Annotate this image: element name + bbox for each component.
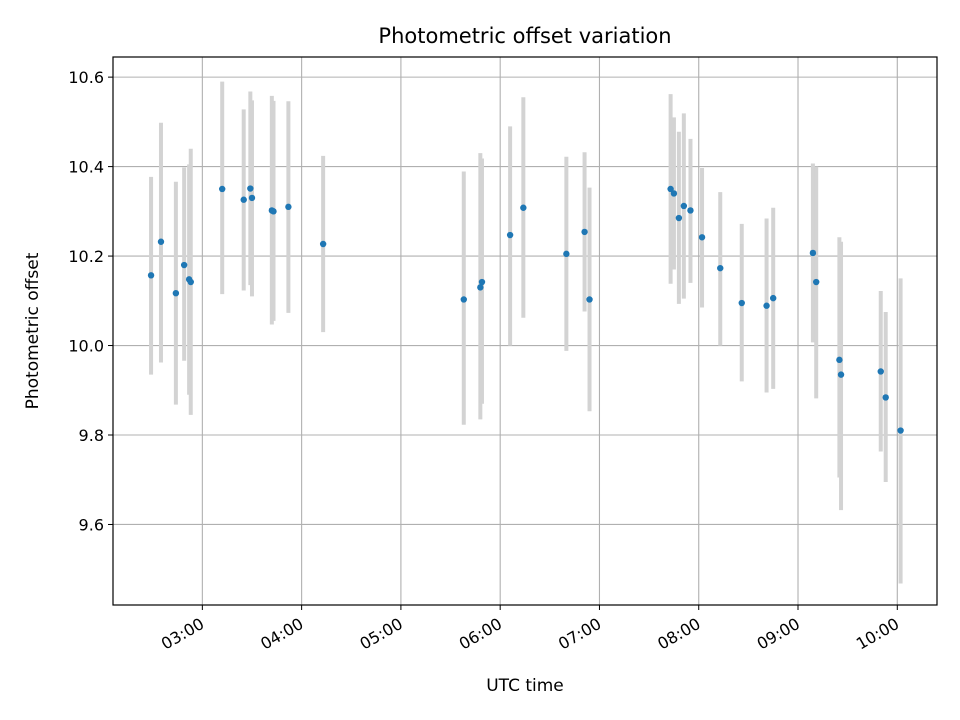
data-point: [319, 240, 327, 248]
data-point: [809, 249, 817, 257]
x-tick-label: 06:00: [456, 614, 505, 654]
grid: [113, 57, 937, 605]
data-point: [769, 294, 777, 302]
y-tick-label: 10.6: [68, 68, 104, 87]
data-point: [717, 264, 724, 272]
data-point: [506, 231, 514, 239]
data-point: [248, 194, 256, 202]
data-point: [687, 207, 694, 214]
data-point: [240, 196, 247, 203]
data-point: [478, 278, 486, 286]
data-point: [219, 185, 226, 193]
data-point: [187, 278, 194, 286]
y-axis-label: Photometric offset: [23, 252, 43, 409]
x-tick-label: 08:00: [654, 614, 703, 654]
x-tick-label: 07:00: [555, 614, 604, 654]
data-point: [586, 296, 593, 303]
data-point: [147, 272, 155, 279]
data-point: [897, 427, 904, 434]
data-point: [563, 250, 570, 258]
x-tick-label: 10:00: [853, 614, 902, 654]
y-tick-label: 10.4: [68, 158, 104, 177]
data-points: [147, 185, 904, 434]
data-point: [270, 208, 277, 215]
data-point: [477, 284, 484, 291]
data-point: [882, 394, 889, 401]
y-axis-ticks: 9.6 9.8 10.0 10.2 10.4 10.6: [68, 68, 113, 534]
data-point: [763, 302, 770, 309]
data-point: [836, 356, 843, 364]
x-axis-ticks: 03:00 04:00 05:00 06:00 07:00 08:00 09:00 10:00: [158, 605, 902, 654]
data-point: [837, 371, 845, 378]
y-tick-label: 10.0: [68, 337, 104, 356]
data-point: [157, 238, 165, 245]
data-point: [285, 203, 292, 211]
y-tick-label: 9.8: [79, 426, 104, 445]
y-tick-label: 10.2: [68, 247, 104, 266]
x-tick-label: 05:00: [356, 614, 405, 654]
data-point: [698, 234, 706, 241]
data-point: [738, 299, 745, 307]
x-tick-label: 09:00: [754, 614, 803, 654]
data-point: [670, 190, 678, 197]
data-point: [813, 278, 820, 286]
data-point: [247, 185, 254, 192]
y-tick-label: 9.6: [79, 515, 104, 534]
data-point: [877, 368, 884, 375]
data-point: [667, 185, 674, 193]
data-point: [675, 214, 683, 222]
data-point: [460, 296, 467, 303]
x-tick-label: 03:00: [158, 614, 207, 654]
data-point: [520, 204, 527, 211]
data-point: [581, 228, 588, 236]
plot-frame: [112, 56, 938, 606]
data-point: [172, 289, 180, 297]
x-tick-label: 04:00: [257, 614, 306, 654]
data-point: [680, 202, 688, 210]
x-axis-label: UTC time: [486, 676, 564, 696]
chart-title: Photometric offset variation: [378, 24, 671, 48]
data-point: [180, 261, 188, 269]
